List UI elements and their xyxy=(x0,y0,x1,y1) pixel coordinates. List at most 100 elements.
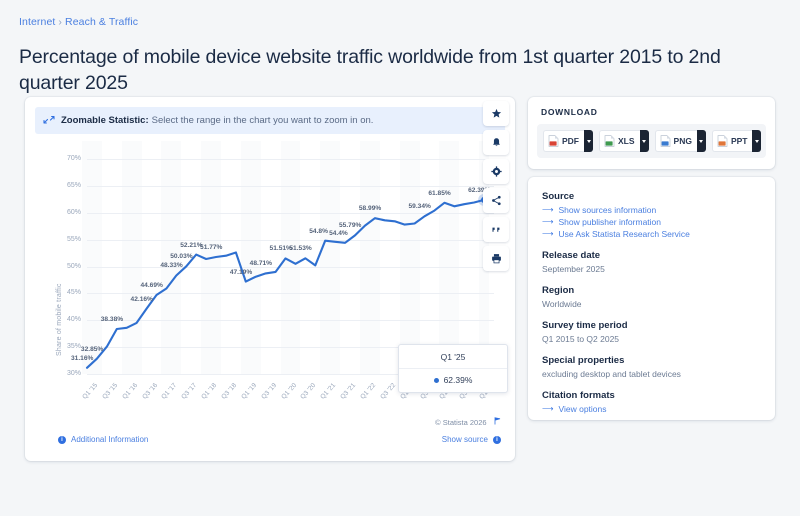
tooltip-series-dot xyxy=(433,377,439,383)
y-axis-tick: 40% xyxy=(66,316,81,324)
print-button[interactable] xyxy=(483,246,509,271)
x-axis-tick: Q3 '20 xyxy=(299,382,318,401)
x-axis-tick: Q1 '18 xyxy=(200,382,219,401)
source-link[interactable]: ⟶ Show publisher information xyxy=(542,217,761,227)
chevron-down-icon[interactable] xyxy=(696,130,706,152)
chevron-down-icon[interactable] xyxy=(752,130,762,152)
download-buttons-row: PDF XLS PNG PPT xyxy=(537,124,766,158)
download-card: DOWNLOAD PDF XLS PNG PPT xyxy=(528,97,775,169)
breadcrumb-separator: › xyxy=(58,16,63,28)
y-axis-tick: 50% xyxy=(66,262,81,270)
breadcrumb-root[interactable]: Internet xyxy=(19,16,56,28)
chart-band xyxy=(121,141,142,374)
gridline xyxy=(87,185,494,187)
citation-formats-heading: Citation formats xyxy=(542,390,615,401)
statistic-info-card: Source ⟶ Show sources information ⟶ Show pu… xyxy=(528,177,775,420)
chart-side-toolbar xyxy=(483,101,509,271)
download-title: DOWNLOAD xyxy=(541,107,598,117)
chevron-down-icon[interactable] xyxy=(639,130,649,152)
data-point-label: 50.03% xyxy=(170,253,193,261)
source-link[interactable]: ⟶ Show sources information xyxy=(542,205,761,215)
statista-chart-page: Internet › Reach & Traffic Percentage of m… xyxy=(19,16,775,461)
share-icon xyxy=(491,195,501,206)
download-png-main[interactable]: PNG xyxy=(654,130,697,152)
chart-plot-area[interactable]: Share of mobile traffic 30% 35% 40% 45% 50% 5… xyxy=(25,141,515,516)
copyright-label: © Statista 2026 xyxy=(435,418,487,427)
source-link-label: Show sources information xyxy=(558,205,657,215)
show-source-link[interactable]: Show source i xyxy=(442,435,501,444)
data-point-label: 54.4% xyxy=(329,229,348,237)
breadcrumb: Internet › Reach & Traffic xyxy=(19,16,138,28)
data-point-label: 48.33% xyxy=(160,262,183,270)
quote-citation-button[interactable] xyxy=(483,217,509,242)
special-properties-heading: Special properties xyxy=(542,355,625,366)
x-axis-tick: Q1 '22 xyxy=(359,382,378,401)
xls-file-icon xyxy=(604,135,615,147)
data-point-label: 47.19% xyxy=(229,268,253,276)
source-link-label: Use Ask Statista Research Service xyxy=(558,229,690,239)
y-axis-tick: 35% xyxy=(66,343,81,351)
notification-bell-button[interactable] xyxy=(483,130,509,155)
y-axis-tick: 30% xyxy=(66,370,81,377)
data-point-label: 62.39% xyxy=(468,186,491,194)
zoom-banner-strong: Zoomable Statistic: xyxy=(61,115,149,126)
chart-band xyxy=(240,141,261,374)
x-axis-tick: Q3 '15 xyxy=(101,382,119,401)
data-point-label: 51.51% xyxy=(269,245,292,253)
source-link[interactable]: ⟶ Use Ask Statista Research Service xyxy=(542,229,761,239)
download-xls-label: XLS xyxy=(618,136,635,146)
gridline xyxy=(87,320,494,322)
chart-band xyxy=(320,141,341,374)
data-point-label: 52.21% xyxy=(180,241,203,249)
x-axis-tick: Q1 '16 xyxy=(120,382,139,401)
ppt-file-icon xyxy=(717,135,728,147)
x-axis-tick: Q1 '20 xyxy=(279,382,298,401)
info-icon: i xyxy=(58,435,66,444)
data-point-label: 51.77% xyxy=(200,243,223,251)
view-options-link[interactable]: ⟶ View options xyxy=(542,404,761,414)
breadcrumb-leaf[interactable]: Reach & Traffic xyxy=(65,16,139,28)
pdf-file-icon xyxy=(548,135,559,147)
additional-information-link[interactable]: i Additional Information xyxy=(58,435,148,444)
download-xls-main[interactable]: XLS xyxy=(599,130,640,152)
zoomable-statistic-banner: Zoomable Statistic: Select the range in … xyxy=(35,107,505,134)
chevron-down-icon[interactable] xyxy=(584,130,593,152)
show-source-label: Show source xyxy=(441,435,488,444)
download-ppt-label: PPT xyxy=(730,136,748,146)
copyright: © Statista 2026 xyxy=(435,412,501,430)
chart-band xyxy=(359,141,380,374)
y-axis-tick: 65% xyxy=(66,181,81,189)
tooltip-title: Q1 '25 xyxy=(399,345,507,369)
chart-band xyxy=(280,141,301,374)
x-axis-tick: Q3 '18 xyxy=(220,382,239,401)
download-ppt-button[interactable]: PPT xyxy=(711,130,762,152)
survey-time-period-value: Q1 2015 to Q2 2025 xyxy=(542,334,620,344)
download-xls-button[interactable]: XLS xyxy=(599,130,649,152)
zoom-arrows-icon xyxy=(43,115,55,124)
download-pdf-main[interactable]: PDF xyxy=(543,130,584,152)
arrow-right-icon: ⟶ xyxy=(542,229,554,238)
data-point-label: 48.71% xyxy=(249,260,273,268)
info-icon: i xyxy=(493,435,501,444)
flag-icon xyxy=(494,417,501,425)
x-axis-tick: Q1 '15 xyxy=(81,382,100,401)
gridline xyxy=(87,374,494,375)
data-point-label: 58.99% xyxy=(358,205,382,213)
download-png-button[interactable]: PNG xyxy=(654,130,706,152)
settings-gear-button[interactable] xyxy=(483,159,509,184)
x-axis-tick: Q1 '19 xyxy=(240,382,258,401)
favorite-star-button[interactable] xyxy=(483,101,509,126)
gridline xyxy=(87,212,494,214)
release-date-heading: Release date xyxy=(542,250,601,261)
x-axis-tick: Q3 '17 xyxy=(180,382,199,401)
x-axis-tick: Q3 '21 xyxy=(339,382,358,401)
download-pdf-button[interactable]: PDF xyxy=(543,130,593,152)
download-ppt-main[interactable]: PPT xyxy=(711,130,753,152)
chart-card: Zoomable Statistic: Select the range in … xyxy=(25,97,515,461)
y-axis-tick: 70% xyxy=(66,155,81,162)
data-point-label: 51.53% xyxy=(289,245,312,253)
png-file-icon xyxy=(660,135,670,147)
gridline xyxy=(87,347,494,349)
notification-bell-icon xyxy=(492,138,500,147)
share-button[interactable] xyxy=(483,188,509,213)
